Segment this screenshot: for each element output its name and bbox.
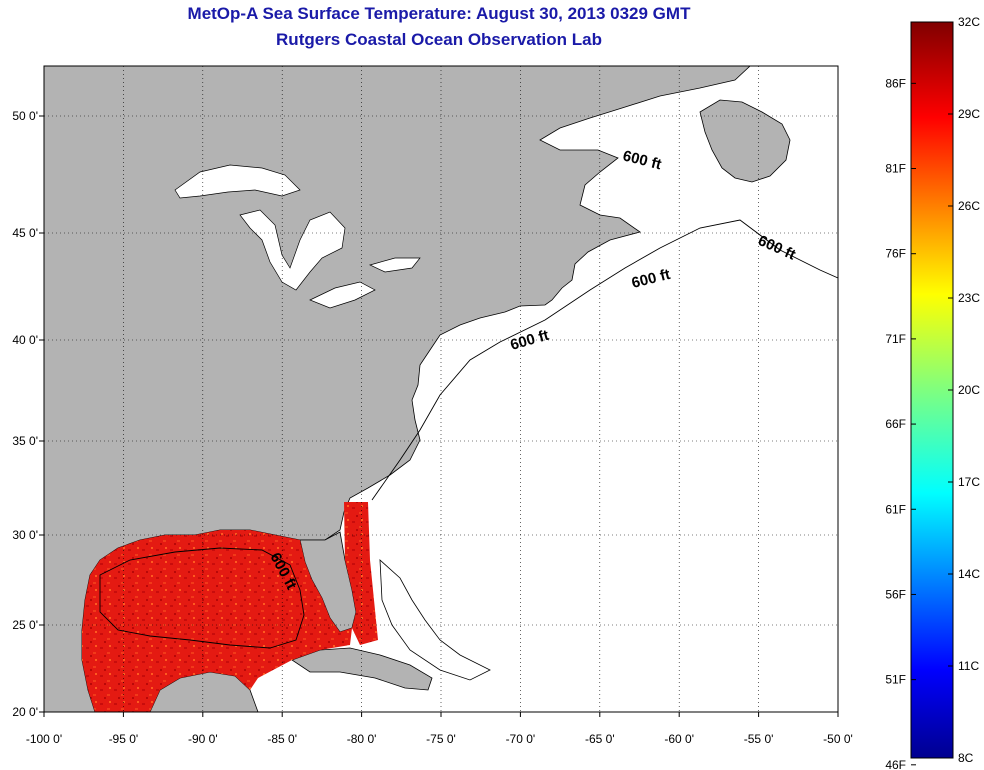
latitude-axis: 50 0' 45 0' 40 0' 35 0' 30 0' 25 0' 20 0'	[12, 109, 44, 719]
latitude-tick-label: 50 0'	[12, 109, 38, 123]
fahrenheit-tick-label: 51F	[885, 673, 906, 687]
map-subtitle: Rutgers Coastal Ocean Observation Lab	[276, 30, 602, 49]
latitude-tick-label: 45 0'	[12, 226, 38, 240]
celsius-tick-label: 8C	[958, 751, 974, 765]
map-title: MetOp-A Sea Surface Temperature: August …	[187, 4, 691, 23]
temperature-colorbar: 32C 29C 26C 23C 20C 17C 14C 11C 8C 86F 81F 76F 71F 6…	[885, 15, 980, 770]
land-north-america	[43, 65, 752, 713]
fahrenheit-tick-label: 71F	[885, 332, 906, 346]
longitude-tick-label: -65 0'	[585, 732, 615, 746]
land-newfoundland	[699, 99, 791, 183]
longitude-tick-label: -90 0'	[188, 732, 218, 746]
colorbar-celsius-scale: 32C 29C 26C 23C 20C 17C 14C 11C 8C	[948, 15, 980, 765]
colorbar-gradient	[910, 21, 954, 759]
latitude-tick-label: 25 0'	[12, 618, 38, 632]
fahrenheit-tick-label: 56F	[885, 587, 906, 601]
fahrenheit-tick-label: 66F	[885, 417, 906, 431]
celsius-tick-label: 17C	[958, 475, 980, 489]
celsius-tick-label: 26C	[958, 199, 980, 213]
celsius-tick-label: 32C	[958, 15, 980, 29]
longitude-tick-label: -85 0'	[267, 732, 297, 746]
longitude-tick-label: -95 0'	[109, 732, 139, 746]
longitude-tick-label: -80 0'	[347, 732, 377, 746]
celsius-tick-label: 29C	[958, 107, 980, 121]
colorbar-fahrenheit-scale: 86F 81F 76F 71F 66F 61F 56F 51F 46F	[885, 76, 916, 770]
celsius-tick-label: 20C	[958, 383, 980, 397]
land-cuba	[291, 647, 433, 691]
longitude-tick-label: -70 0'	[506, 732, 536, 746]
celsius-tick-label: 11C	[958, 659, 979, 673]
fahrenheit-tick-label: 76F	[885, 247, 906, 261]
fahrenheit-tick-label: 61F	[885, 502, 906, 516]
lake-michigan-huron	[239, 209, 346, 291]
contour-600ft-gulf	[99, 547, 305, 649]
longitude-tick-label: -55 0'	[744, 732, 774, 746]
longitude-tick-label: -50 0'	[823, 732, 853, 746]
fahrenheit-tick-label: 81F	[885, 162, 906, 176]
sst-florida-atlantic-strip	[344, 502, 378, 645]
contour-600ft-atlantic	[371, 219, 839, 501]
fahrenheit-tick-label: 86F	[885, 76, 906, 90]
sst-gulf-of-mexico	[82, 530, 352, 712]
latitude-tick-label: 40 0'	[12, 333, 38, 347]
lake-erie-ontario	[309, 257, 421, 309]
celsius-tick-label: 14C	[958, 567, 980, 581]
latitude-tick-label: 30 0'	[12, 528, 38, 542]
longitude-axis: -100 0' -95 0' -90 0' -85 0' -80 0' -75 0' -70…	[26, 712, 853, 746]
longitude-tick-label: -75 0'	[426, 732, 456, 746]
latitude-tick-label: 35 0'	[12, 434, 38, 448]
longitude-tick-label: -60 0'	[664, 732, 694, 746]
fahrenheit-tick-label: 46F	[885, 758, 906, 770]
latitude-tick-label: 20 0'	[12, 705, 38, 719]
celsius-tick-label: 23C	[958, 291, 980, 305]
lake-superior	[174, 164, 301, 199]
longitude-tick-label: -100 0'	[26, 732, 62, 746]
map-panel	[43, 65, 839, 713]
map-gridlines	[44, 66, 838, 712]
